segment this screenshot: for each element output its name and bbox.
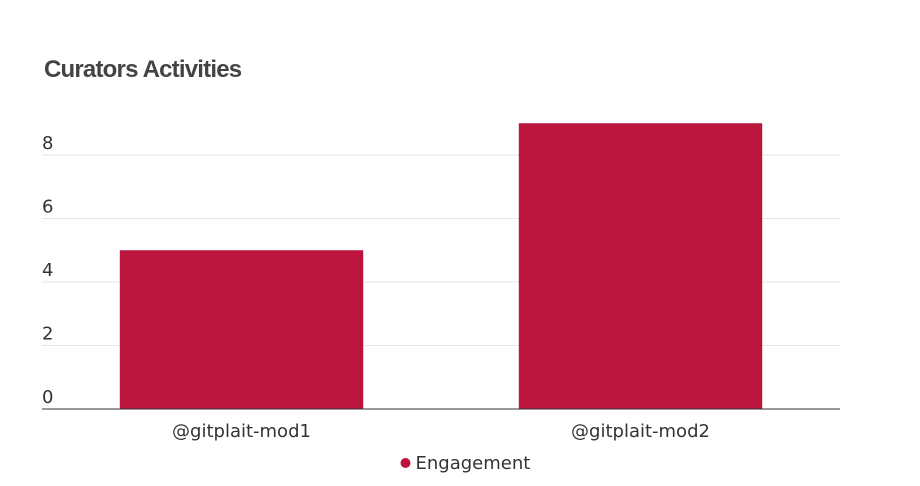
y-tick-label: 4: [42, 260, 53, 281]
legend-label[interactable]: Engagement: [416, 453, 531, 474]
bar[interactable]: [119, 250, 364, 409]
y-tick-label: 8: [42, 133, 53, 154]
y-tick-label: 6: [42, 197, 53, 218]
legend-marker[interactable]: [400, 458, 411, 468]
x-tick-label: @gitplait-mod2: [571, 421, 710, 442]
bar[interactable]: [518, 123, 763, 409]
x-tick-label: @gitplait-mod1: [172, 421, 311, 442]
chart-title: Curators Activities: [44, 56, 242, 83]
y-tick-label: 0: [42, 387, 53, 408]
y-tick-label: 2: [42, 324, 53, 345]
